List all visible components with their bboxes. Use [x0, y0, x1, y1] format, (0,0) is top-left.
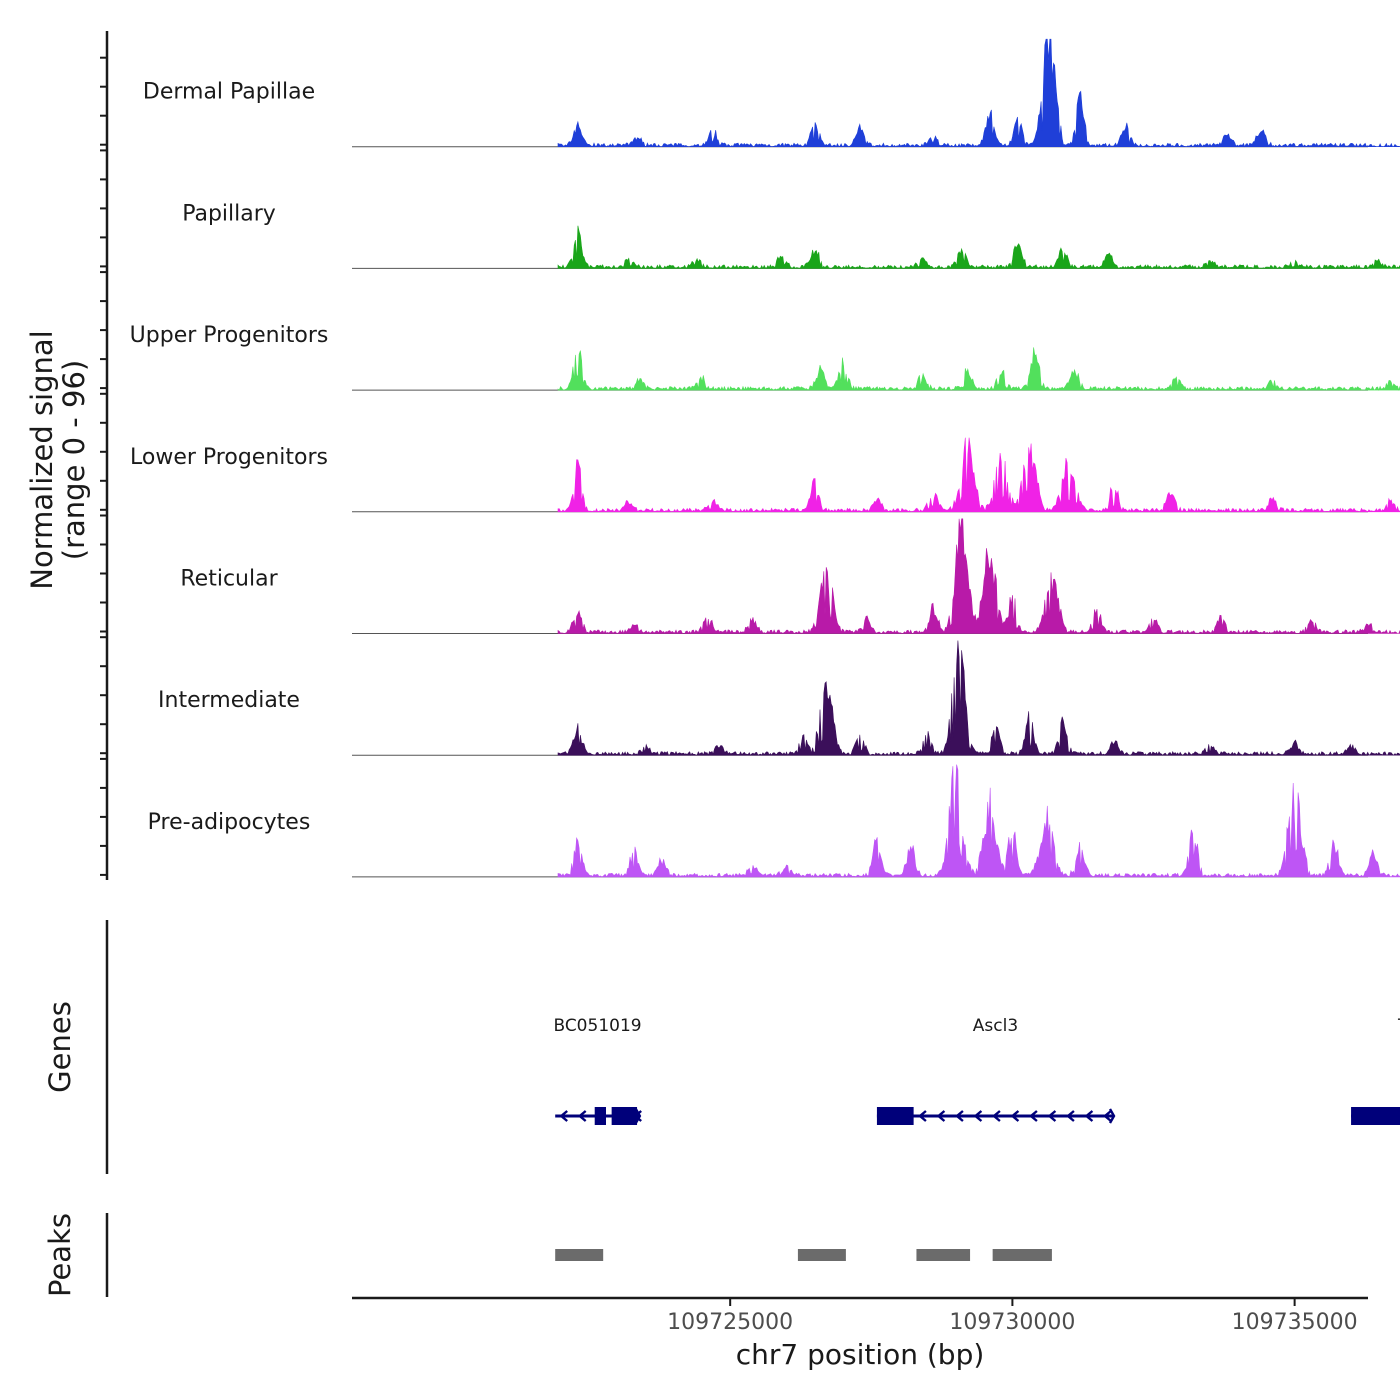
gene-track: BC051019 Ascl3 Tmem9b	[553, 1016, 1400, 1125]
peak-region	[992, 1249, 1052, 1261]
peak-region	[555, 1249, 604, 1261]
signal-y-axis-label-range: (range 0 - 96)	[57, 360, 91, 560]
gene-exon	[611, 1107, 638, 1125]
x-axis-label: chr7 position (bp)	[736, 1338, 985, 1371]
gene-end-cap	[634, 1108, 642, 1124]
gene-end-cap	[1108, 1108, 1116, 1124]
gene-exon	[594, 1107, 606, 1125]
gene-label: BC051019	[553, 1016, 641, 1036]
gene-exon	[1351, 1107, 1400, 1125]
peak-region	[916, 1249, 971, 1261]
signal-area	[557, 640, 1400, 756]
track-label: Dermal Papillae	[143, 80, 315, 105]
signal-tracks: Dermal Papillae Papillary Upper Progenitor…	[130, 38, 1400, 878]
peak-region	[797, 1249, 846, 1261]
x-axis: 109725000 109730000 109735000	[667, 1298, 1358, 1335]
signal-track: Papillary	[182, 201, 1400, 270]
signal-track: Dermal Papillae	[143, 38, 1400, 148]
x-tick-label: 109725000	[667, 1310, 793, 1335]
genes-y-axis-label: Genes	[43, 1001, 77, 1093]
signal-area	[557, 38, 1400, 148]
x-tick-label: 109735000	[1232, 1310, 1358, 1335]
x-tick-label: 109730000	[949, 1310, 1075, 1335]
signal-track: Reticular	[180, 518, 1400, 635]
track-label: Papillary	[182, 201, 276, 226]
peak-track	[555, 1249, 1052, 1261]
track-label: Upper Progenitors	[130, 323, 329, 348]
signal-track: Lower Progenitors	[130, 437, 1400, 513]
signal-area	[557, 437, 1400, 513]
gene: Tmem9b	[1351, 1016, 1400, 1125]
gene-label: Ascl3	[973, 1016, 1018, 1036]
track-label: Intermediate	[158, 688, 300, 713]
peaks-y-axis-label: Peaks	[43, 1213, 77, 1297]
signal-area	[557, 518, 1400, 635]
signal-track: Intermediate	[158, 640, 1400, 756]
track-label: Reticular	[180, 567, 278, 592]
signal-area	[557, 347, 1400, 391]
signal-area	[557, 764, 1400, 878]
signal-track: Upper Progenitors	[130, 323, 1400, 391]
signal-area	[557, 225, 1400, 270]
track-label: Pre-adipocytes	[148, 810, 311, 835]
signal-y-axis-label: Normalized signal	[25, 330, 59, 589]
gene-label: Tmem9b	[1397, 1016, 1400, 1036]
gene: BC051019	[553, 1016, 642, 1125]
signal-y-axis	[100, 31, 109, 880]
gene: Ascl3	[876, 1016, 1116, 1125]
gene-exon	[876, 1107, 914, 1125]
track-label: Lower Progenitors	[130, 445, 328, 470]
signal-track: Pre-adipocytes	[148, 764, 1400, 878]
